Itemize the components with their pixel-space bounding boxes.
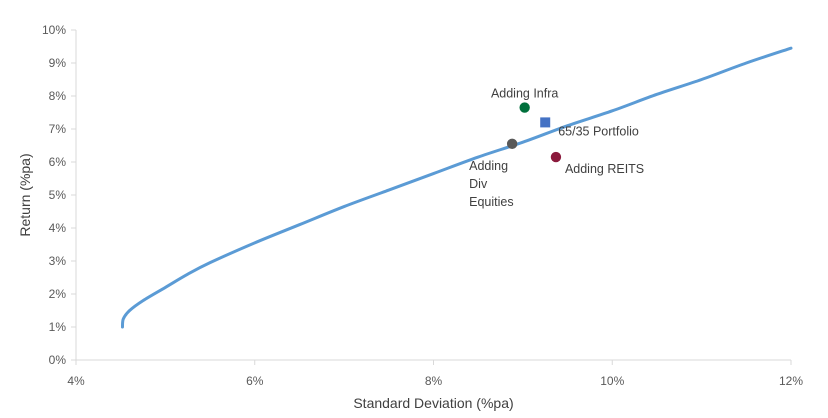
y-tick-label: 1% (49, 320, 67, 334)
frontier-layer (120, 46, 793, 329)
x-tick-label: 10% (600, 374, 624, 388)
x-axis-title: Standard Deviation (%pa) (353, 395, 513, 411)
y-tick-label: 5% (49, 188, 67, 202)
point-label: Div (469, 177, 488, 191)
y-tick-label: 2% (49, 287, 67, 301)
y-tick-label: 0% (49, 353, 67, 367)
scenario-point-marker (519, 102, 530, 113)
y-tick-label: 8% (49, 89, 67, 103)
y-tick-label: 4% (49, 221, 67, 235)
points-layer: Adding Infra 65/35 Portfolio Adding REITS A… (469, 87, 644, 209)
y-tick-label: 7% (49, 122, 67, 136)
point-label: Adding Infra (491, 87, 558, 101)
y-axis-title: Return (%pa) (17, 153, 33, 236)
point-label: Equities (469, 195, 513, 209)
efficient-frontier-line (120, 46, 793, 329)
x-tick-label: 4% (67, 374, 85, 388)
portfolio-point-marker (540, 117, 551, 128)
y-tick-label: 6% (49, 155, 67, 169)
scenario-point-marker (506, 138, 518, 150)
point-label: 65/35 Portfolio (558, 124, 639, 138)
x-tick-label: 12% (779, 374, 803, 388)
scenario-point-marker (550, 151, 562, 163)
y-tick-label: 10% (42, 23, 66, 37)
x-tick-label: 8% (425, 374, 443, 388)
point-label: Adding (469, 159, 508, 173)
chart-axes: 0% 1% 2% 3% 4% 5% 6% 7% 8% 9% 10% 4% 6% 8% 10% 12% (42, 23, 803, 388)
y-tick-label: 3% (49, 254, 67, 268)
x-tick-label: 6% (246, 374, 264, 388)
y-tick-label: 9% (49, 56, 67, 70)
point-label: Adding REITS (565, 162, 644, 176)
